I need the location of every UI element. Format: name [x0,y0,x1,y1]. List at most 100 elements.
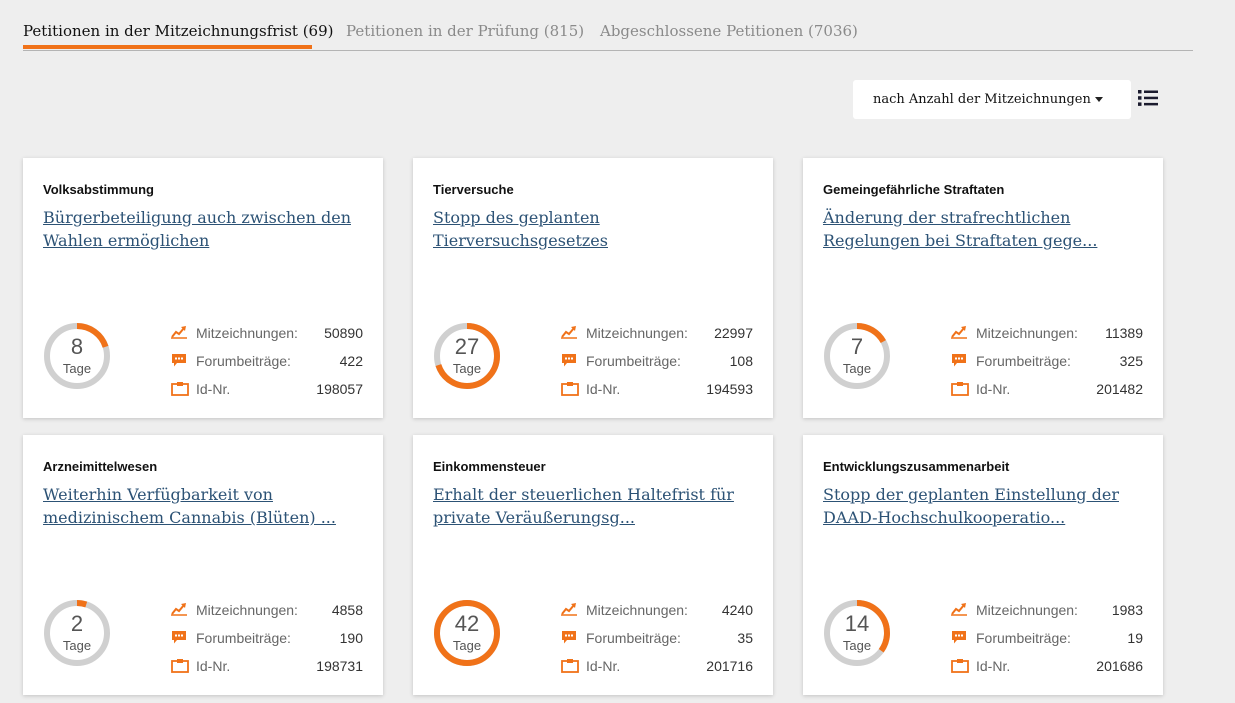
signatures-label: Mitzeichnungen: [196,325,298,341]
petition-title-link[interactable]: Erhalt der steuerlichen Haltefrist für p… [433,485,734,527]
petition-category: Einkommensteuer [433,459,546,474]
petition-title-link[interactable]: Bürgerbeteiligung auch zwischen den Wahl… [43,208,351,250]
id-card-icon [951,381,969,401]
petition-tabs: Petitionen in der Mitzeichnungsfrist (69… [23,0,1193,51]
id-card-icon [171,658,189,678]
days-unit-label: Tage [452,361,482,376]
id-row: Id-Nr. 201716 [561,656,753,684]
trend-chart-icon [951,602,967,621]
petition-title-link[interactable]: Änderung der strafrechtlichen Regelungen… [823,208,1098,250]
speech-bubble-icon [561,630,577,650]
id-label: Id-Nr. [586,658,621,674]
id-label: Id-Nr. [976,658,1011,674]
forum-row: Forumbeiträge: 35 [561,628,753,656]
speech-bubble-icon [561,353,577,373]
petition-category: Arzneimittelwesen [43,459,158,474]
petition-card: Arzneimittelwesen Weiterhin Verfügbarkei… [23,435,383,695]
progress-ring-icon [824,323,890,389]
signatures-label: Mitzeichnungen: [586,602,688,618]
id-label: Id-Nr. [196,658,231,674]
progress-ring-icon [44,600,110,666]
days-remaining-ring: 2 Tage [42,598,112,668]
signatures-value: 50890 [324,325,363,341]
petition-category: Tierversuche [433,182,514,197]
id-value: 194593 [706,381,753,397]
petition-stats: Mitzeichnungen: 50890 Forumbeiträge: 422… [171,323,363,407]
signatures-row: Mitzeichnungen: 50890 [171,323,363,351]
tab-mitzeichnungsfrist[interactable]: Petitionen in der Mitzeichnungsfrist (69… [23,22,334,40]
id-row: Id-Nr. 198731 [171,656,363,684]
days-remaining-ring: 27 Tage [432,321,502,391]
progress-ring-icon [824,600,890,666]
speech-bubble-icon [171,353,187,373]
forum-row: Forumbeiträge: 325 [951,351,1143,379]
days-remaining-value: 42 [454,611,480,636]
signatures-row: Mitzeichnungen: 11389 [951,323,1143,351]
days-remaining-ring: 42 Tage [432,598,502,668]
petition-card: Einkommensteuer Erhalt der steuerlichen … [413,435,773,695]
forum-label: Forumbeiträge: [586,630,681,646]
days-unit-label: Tage [62,638,92,653]
days-remaining-value: 14 [844,611,870,636]
tab-abgeschlossen[interactable]: Abgeschlossene Petitionen (7036) [600,22,858,40]
id-value: 201686 [1096,658,1143,674]
signatures-label: Mitzeichnungen: [196,602,298,618]
forum-value: 190 [339,630,363,646]
forum-value: 19 [1127,630,1143,646]
progress-ring-icon [434,600,500,666]
petition-stats: Mitzeichnungen: 1983 Forumbeiträge: 19 I… [951,600,1143,684]
signatures-row: Mitzeichnungen: 4240 [561,600,753,628]
days-unit-label: Tage [842,638,872,653]
id-label: Id-Nr. [196,381,231,397]
id-row: Id-Nr. 201686 [951,656,1143,684]
days-remaining-ring: 8 Tage [42,321,112,391]
forum-label: Forumbeiträge: [196,630,291,646]
progress-ring-icon [434,323,500,389]
signatures-value: 22997 [714,325,753,341]
forum-label: Forumbeiträge: [976,353,1071,369]
forum-label: Forumbeiträge: [196,353,291,369]
progress-ring-icon [44,323,110,389]
active-tab-indicator [23,45,312,49]
petition-title-link[interactable]: Stopp der geplanten Einstellung der DAAD… [823,485,1119,527]
id-card-icon [951,658,969,678]
trend-chart-icon [561,602,577,621]
days-remaining-value: 7 [850,334,864,359]
signatures-value: 4858 [331,602,363,618]
id-label: Id-Nr. [586,381,621,397]
petition-card: Tierversuche Stopp des geplanten Tierver… [413,158,773,418]
list-view-icon[interactable] [1137,89,1159,112]
id-card-icon [171,381,189,401]
forum-value: 108 [729,353,753,369]
petition-card: Volksabstimmung Bürgerbeteiligung auch z… [23,158,383,418]
signatures-label: Mitzeichnungen: [586,325,688,341]
petition-title-link[interactable]: Stopp des geplanten Tierversuchsgesetzes [433,208,608,250]
signatures-value: 4240 [721,602,753,618]
petition-title-link[interactable]: Weiterhin Verfügbarkeit von medizinische… [43,485,336,527]
id-value: 198057 [316,381,363,397]
forum-row: Forumbeiträge: 108 [561,351,753,379]
days-unit-label: Tage [62,361,92,376]
petition-category: Volksabstimmung [43,182,155,197]
signatures-label: Mitzeichnungen: [976,325,1078,341]
signatures-row: Mitzeichnungen: 1983 [951,600,1143,628]
petition-stats: Mitzeichnungen: 11389 Forumbeiträge: 325… [951,323,1143,407]
speech-bubble-icon [171,630,187,650]
sort-dropdown-label: nach Anzahl der Mitzeichnungen [873,92,1091,107]
forum-label: Forumbeiträge: [976,630,1071,646]
forum-row: Forumbeiträge: 422 [171,351,363,379]
days-remaining-value: 2 [70,611,84,636]
speech-bubble-icon [951,353,967,373]
days-unit-label: Tage [452,638,482,653]
id-row: Id-Nr. 201482 [951,379,1143,407]
dropdown-caret-icon [1095,97,1103,102]
signatures-value: 11389 [1105,325,1143,341]
forum-row: Forumbeiträge: 19 [951,628,1143,656]
trend-chart-icon [171,325,187,344]
tab-pruefung[interactable]: Petitionen in der Prüfung (815) [346,22,585,40]
petition-card: Gemeingefährliche Straftaten Änderung de… [803,158,1163,418]
id-row: Id-Nr. 194593 [561,379,753,407]
petition-category: Entwicklungszusammenarbeit [823,459,1010,474]
sort-dropdown[interactable]: nach Anzahl der Mitzeichnungen [853,80,1131,119]
days-remaining-ring: 14 Tage [822,598,892,668]
